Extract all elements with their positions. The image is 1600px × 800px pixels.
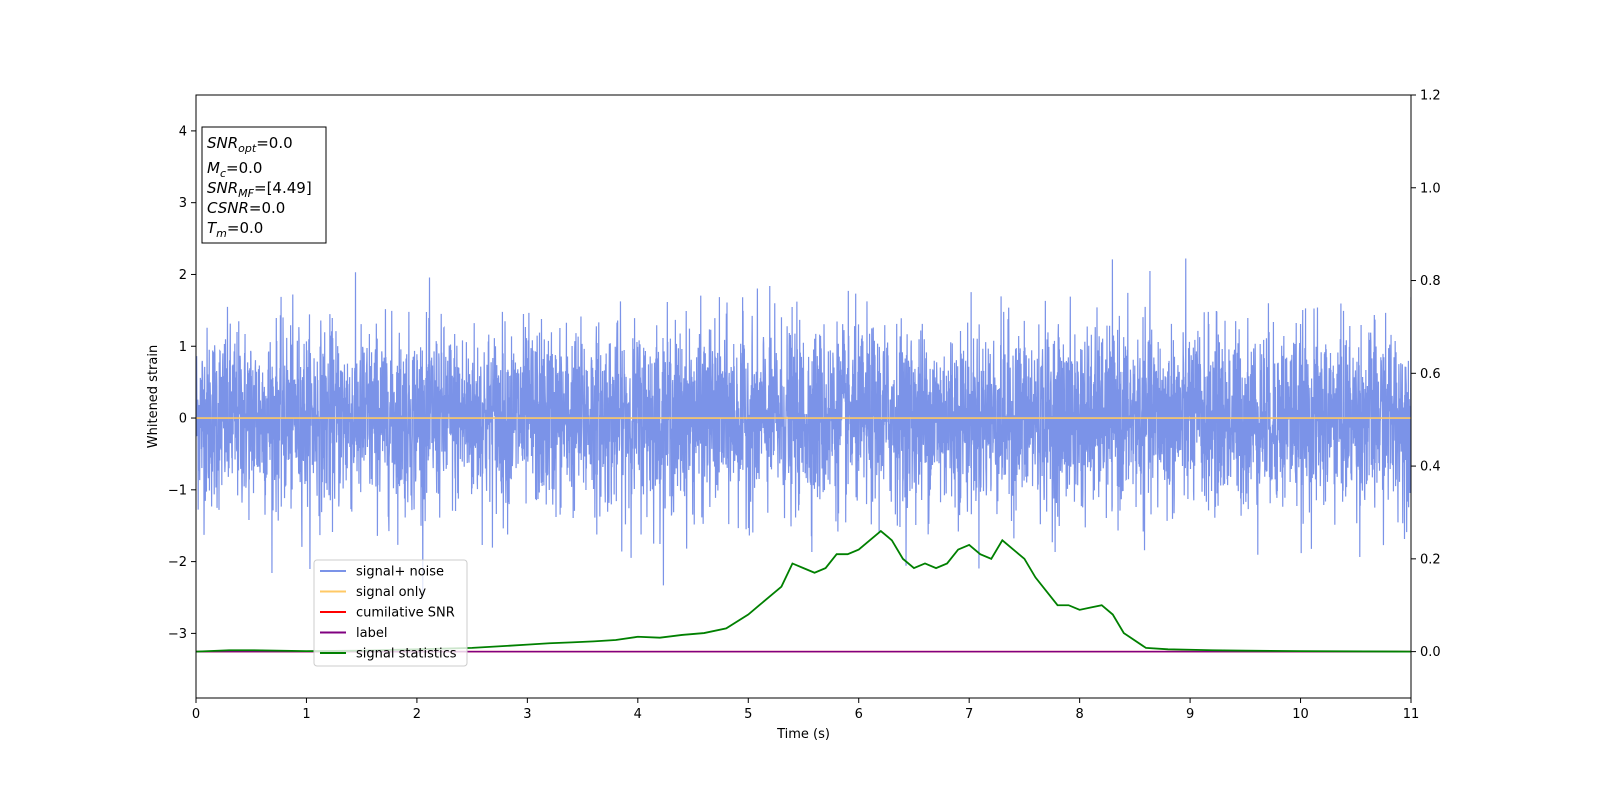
y-tick-label: 0 [179,412,187,427]
legend-entry: signal statistics [356,647,457,662]
x-tick-label: 6 [855,707,863,722]
series-signal-statistics-line [196,529,1411,653]
x-tick-label: 0 [192,707,200,722]
x-tick-label: 10 [1292,707,1309,722]
x-tick-label: 9 [1186,707,1194,722]
x-tick-label: 8 [1075,707,1083,722]
x-axis-label: Time (s) [776,727,830,742]
y-tick-label: −2 [168,555,187,570]
annotation-line: Mc=0.0 [207,159,262,180]
legend-entry: cumilative SNR [356,606,455,621]
annotation-frame [201,126,327,244]
y-tick-label: 1 [179,340,187,355]
y2-tick-label: 0.0 [1420,645,1441,660]
noise-series-layer [196,258,1411,598]
x-tick-label: 3 [523,707,531,722]
x-tick-label: 5 [744,707,752,722]
y2-tick-label: 0.2 [1420,552,1441,567]
legend-entry: signal only [356,585,426,600]
annotation-line: CSNR=0.0 [207,199,285,217]
legend-entry: label [356,626,387,641]
plot-frame [195,94,1412,699]
legend-frame [313,559,468,667]
x-tick-label: 11 [1403,707,1420,722]
x-tick-label: 7 [965,707,973,722]
x-axis: 0 1 2 3 4 5 6 7 8 9 10 11 [192,698,1419,722]
y2-tick-label: 1.2 [1420,89,1441,104]
annotation-line: SNRopt=0.0 [207,134,293,155]
legend: signal+ noise signal only cumilative SNR la… [313,559,468,667]
y-axis-left: −3 −2 −1 0 1 2 3 4 [168,124,196,642]
y-tick-label: 2 [179,268,187,283]
y2-tick-label: 0.4 [1420,460,1441,475]
x-tick-label: 4 [634,707,642,722]
y-tick-label: 4 [179,124,187,139]
series-signal-noise-line [196,258,1411,598]
y-axis-label: Whitened strain [146,345,161,448]
x-tick-label: 2 [413,707,421,722]
y-tick-label: −1 [168,483,187,498]
annotation-line: Tm=0.0 [207,219,263,240]
y2-tick-label: 0.6 [1420,367,1441,382]
y2-tick-label: 0.8 [1420,274,1441,289]
x-tick-label: 1 [302,707,310,722]
y-tick-label: −3 [168,627,187,642]
y-tick-label: 3 [179,196,187,211]
y-axis-right: 0.0 0.2 0.4 0.6 0.8 1.0 1.2 [1411,89,1441,660]
legend-entry: signal+ noise [356,565,444,580]
y2-tick-label: 1.0 [1420,181,1441,196]
annotation-line: SNRMF=[4.49] [207,179,312,200]
